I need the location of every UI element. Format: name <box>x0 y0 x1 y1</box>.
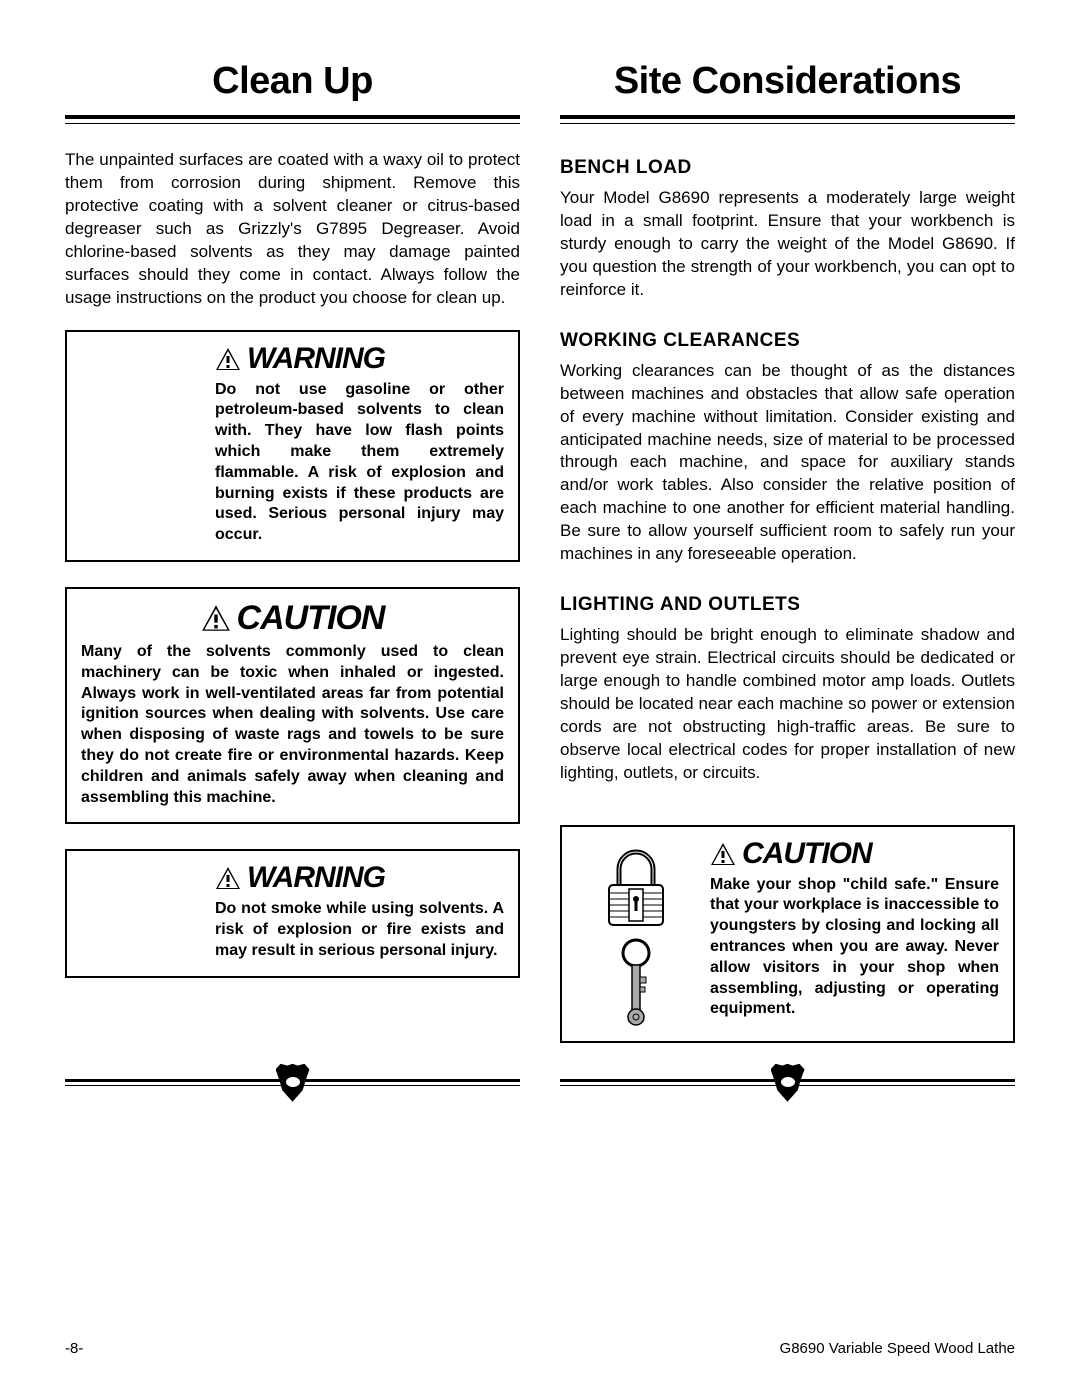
page-footer: -8- G8690 Variable Speed Wood Lathe <box>65 1340 1015 1357</box>
key-icon <box>621 937 651 1027</box>
bear-logo-icon <box>771 1064 805 1102</box>
divider-line <box>293 1079 521 1086</box>
warning-image-placeholder <box>81 342 201 352</box>
section-divider-left <box>65 1068 520 1098</box>
clearances-heading: WORKING CLEARANCES <box>560 330 1015 352</box>
caution-box-solvents: CAUTION Many of the solvents commonly us… <box>65 587 520 824</box>
warning-label: WARNING <box>247 342 385 376</box>
two-column-layout: Clean Up The unpainted surfaces are coat… <box>65 60 1015 1098</box>
right-title: Site Considerations <box>560 60 1015 103</box>
padlock-key-image <box>576 837 696 1027</box>
warning-triangle-icon <box>215 866 241 890</box>
warning-box-smoking: WARNING Do not smoke while using solvent… <box>65 849 520 977</box>
warning-image-placeholder-2 <box>81 861 201 871</box>
bench-load-heading: BENCH LOAD <box>560 157 1015 179</box>
caution-triangle-icon <box>710 842 736 866</box>
warning-box-gasoline: WARNING Do not use gasoline or other pet… <box>65 330 520 562</box>
warning-header-2: WARNING <box>215 861 504 895</box>
caution-label-childsafe: CAUTION <box>742 837 872 871</box>
caution-content-childsafe: CAUTION Make your shop "child safe." Ens… <box>710 837 999 1021</box>
caution-text: Many of the solvents commonly used to cl… <box>81 642 504 808</box>
divider-line <box>560 1079 788 1086</box>
lighting-heading: LIGHTING AND OUTLETS <box>560 594 1015 616</box>
caution-text-childsafe: Make your shop "child safe." Ensure that… <box>710 875 999 1021</box>
doc-title: G8690 Variable Speed Wood Lathe <box>780 1340 1015 1357</box>
caution-header: CAUTION <box>81 599 504 638</box>
warning-label-2: WARNING <box>247 861 385 895</box>
caution-header-childsafe: CAUTION <box>710 837 999 871</box>
bench-load-text: Your Model G8690 represents a moderately… <box>560 187 1015 302</box>
warning-triangle-icon <box>215 347 241 371</box>
caution-label: CAUTION <box>237 599 385 638</box>
warning-text-2: Do not smoke while using solvents. A ris… <box>215 899 504 961</box>
left-title: Clean Up <box>65 60 520 103</box>
page-number: -8- <box>65 1340 83 1357</box>
warning-content-2: WARNING Do not smoke while using solvent… <box>215 861 504 961</box>
warning-content: WARNING Do not use gasoline or other pet… <box>215 342 504 546</box>
warning-header: WARNING <box>215 342 504 376</box>
section-divider-right <box>560 1068 1015 1098</box>
divider-line <box>65 1079 293 1086</box>
caution-triangle-icon <box>201 604 231 632</box>
title-rule <box>65 115 520 124</box>
padlock-icon <box>601 847 671 927</box>
right-column: Site Considerations BENCH LOAD Your Mode… <box>560 60 1015 1098</box>
clearances-text: Working clearances can be thought of as … <box>560 360 1015 566</box>
cleanup-intro: The unpainted surfaces are coated with a… <box>65 149 520 310</box>
warning-text: Do not use gasoline or other petroleum-b… <box>215 380 504 546</box>
caution-box-childsafe: CAUTION Make your shop "child safe." Ens… <box>560 825 1015 1043</box>
divider-line <box>788 1079 1016 1086</box>
left-column: Clean Up The unpainted surfaces are coat… <box>65 60 520 1098</box>
lighting-text: Lighting should be bright enough to elim… <box>560 624 1015 785</box>
bear-logo-icon <box>276 1064 310 1102</box>
title-rule <box>560 115 1015 124</box>
